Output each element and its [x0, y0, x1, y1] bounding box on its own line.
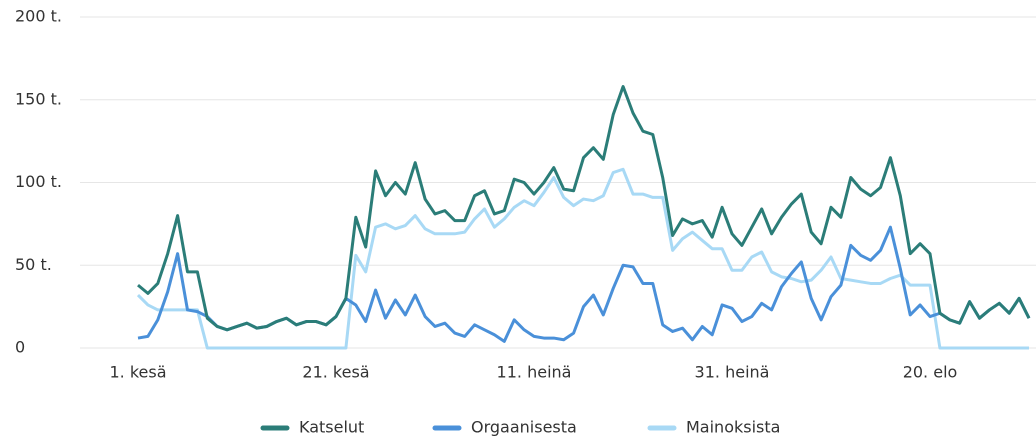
series-line — [137, 85, 1031, 332]
y-tick-label: 0 — [15, 338, 25, 357]
legend-label: Katselut — [299, 418, 364, 437]
x-tick-label: 20. elo — [903, 363, 958, 382]
x-tick-label: 21. kesä — [302, 363, 369, 382]
series-line — [136, 167, 1029, 350]
legend-label: Mainoksista — [686, 418, 780, 437]
y-tick-label: 100 t. — [15, 172, 62, 191]
x-tick-label: 11. heinä — [497, 363, 572, 382]
y-tick-label: 150 t. — [15, 89, 62, 108]
x-tick-label: 1. kesä — [109, 363, 166, 382]
legend-label: Orgaanisesta — [471, 418, 577, 437]
x-tick-label: 31. heinä — [695, 363, 770, 382]
y-tick-label: 50 t. — [15, 255, 52, 274]
y-tick-label: 200 t. — [15, 7, 62, 26]
